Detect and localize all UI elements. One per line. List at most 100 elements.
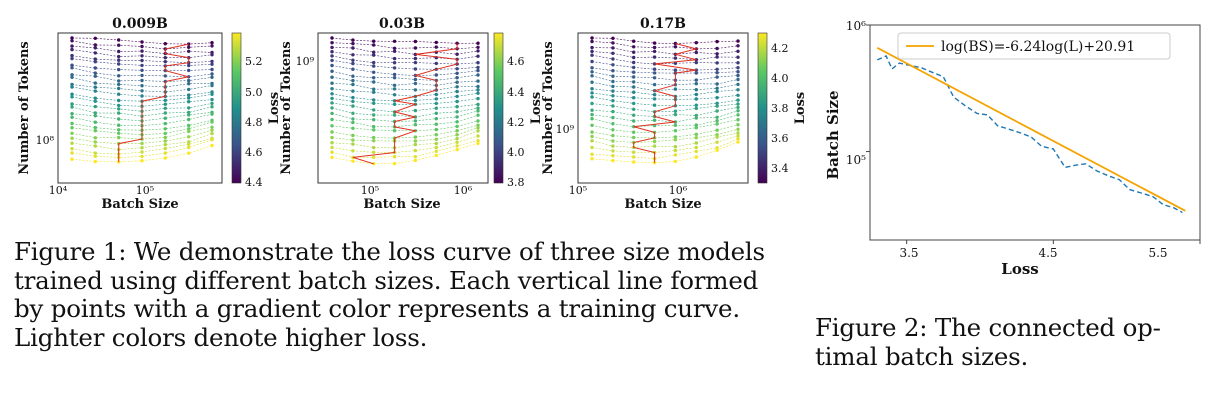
curve-point [434,145,438,150]
curve-point [70,39,74,43]
curve-point [187,93,191,97]
curve-point [590,91,594,95]
caption-line: Figure 1: We demonstrate the loss curve … [14,237,765,266]
curve-point [652,93,657,97]
training-curve [591,67,739,74]
curve-point [163,98,167,103]
curve-point [590,53,594,57]
training-curve [331,70,479,81]
curve-point [413,158,418,163]
curve-point [611,128,615,132]
curve-point [434,40,438,45]
curve-point [163,102,167,106]
curve-point [330,87,334,91]
curve-point [140,78,144,83]
curve-point [372,128,376,132]
curve-point [413,108,418,113]
curve-point [392,72,397,77]
curve-point [93,36,98,40]
colorbar-label: Loss [529,92,544,124]
curve-point [351,126,355,130]
curve-point [694,82,698,86]
curve-point [736,134,740,138]
curve-point [455,120,459,124]
curve-point [163,106,167,111]
curve-point [611,158,615,163]
curve-point [652,144,657,148]
curve-point [330,92,334,96]
curve-point [611,99,615,103]
curve-point [210,97,214,102]
training-curve [591,138,739,159]
curve-point [117,82,121,87]
figure-1-caption: Figure 1: We demonstrate the loss curve … [14,237,765,352]
axes-frame [869,24,1201,241]
curve-point [455,89,459,94]
training-curve [331,47,479,55]
curve-point [70,136,74,140]
curve-point [455,80,459,84]
curve-point [476,54,480,58]
training-curve [591,71,739,81]
curve-point [455,136,459,141]
curve-point [434,133,438,137]
curve-point [187,100,191,104]
curve-point [715,128,719,132]
curve-point [694,97,698,101]
training-curve [331,55,479,65]
curve-point [372,155,376,159]
curve-point [163,42,167,46]
curve-point [93,159,98,164]
curve-point [434,73,438,77]
curve-point [117,86,121,91]
curve-point [476,106,480,110]
curve-point [330,155,334,160]
curve-point [210,143,214,148]
curve-point [590,112,594,117]
training-curve [331,51,479,60]
curve-point [187,49,191,53]
curve-point [632,60,636,65]
figure-1-plots: 0.009B 10⁴ 10⁵ 10⁸ Batch Size Number of … [17,16,808,212]
axes-frame [577,32,749,184]
curve-point [476,79,480,83]
curve-point [413,98,418,103]
curve-point [476,65,480,70]
curve-point [632,155,636,159]
training-curve [331,92,479,102]
curve-point [163,131,167,136]
curve-point [351,111,355,116]
curve-point [210,92,214,97]
curve-point [210,125,214,129]
curve-point [715,140,719,144]
curve-point [611,89,615,93]
curve-point [736,39,740,43]
figure-2-plot: 10⁶ 10⁵ 3.5 4.5 5.5 Loss Batch Size log(… [824,19,1201,278]
curve-point [392,83,397,88]
curve-point [476,119,480,123]
curve-point [330,41,334,45]
curve-point [736,140,740,144]
curve-point [330,101,334,105]
curve-point [70,141,74,145]
curve-point [455,67,459,71]
curve-point [330,106,334,110]
axes-frame [317,32,489,184]
curve-point [673,145,678,149]
curve-point [736,127,740,131]
curve-point [187,110,191,115]
curve-point [611,69,615,73]
curve-point [351,41,355,46]
curve-point [413,148,418,153]
curve-point [392,66,397,70]
y-tick-label: 10⁹ [556,123,575,136]
panel-title: 0.17B [640,16,686,32]
curve-point [694,136,698,140]
curve-point [210,62,214,66]
curve-point [632,80,636,84]
curve-point [413,123,418,127]
curve-point [93,43,98,47]
curve-point [715,46,719,51]
training-curve [331,135,479,153]
curve-point [715,52,719,56]
